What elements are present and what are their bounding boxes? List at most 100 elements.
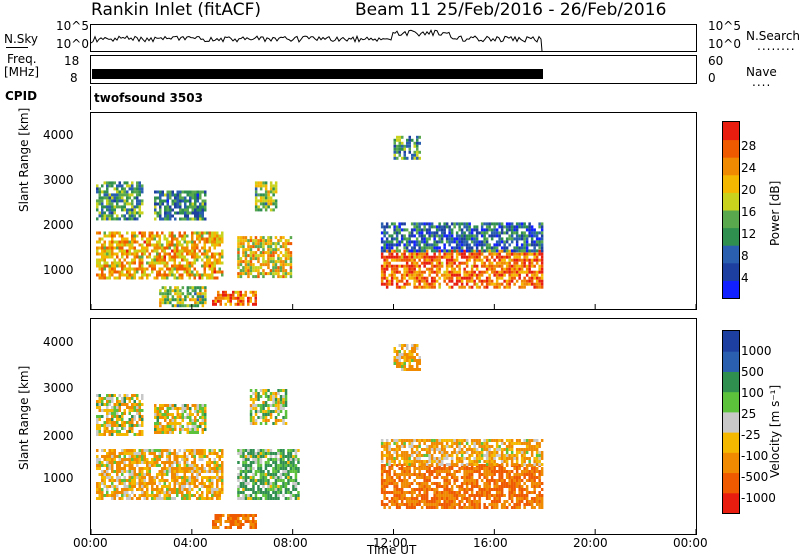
vel-svg-cell [252, 473, 255, 476]
power-svg-cell [381, 253, 384, 256]
vel-svg-cell [476, 479, 479, 482]
vel-svg-cell [121, 467, 124, 470]
power-svg-cell [124, 214, 127, 217]
power-svg-cell [471, 271, 474, 274]
power-svg-cell [516, 271, 519, 274]
vel-svg-cell [114, 406, 117, 409]
power-svg-cell [436, 256, 439, 259]
vel-svg-cell [196, 449, 199, 452]
vel-svg-cell [134, 461, 137, 464]
power-svg-cell [451, 274, 454, 277]
vel-svg-cell [381, 473, 384, 476]
power-svg-cell [141, 238, 144, 241]
power-svg-cell [237, 297, 240, 300]
power-svg-cell [396, 259, 399, 262]
power-svg-cell [383, 283, 386, 286]
vel-svg-cell [473, 479, 476, 482]
power-svg-cell [265, 199, 268, 202]
vel-svg-cell [523, 488, 526, 491]
vel-svg-cell [408, 457, 411, 460]
vel-svg-cell [215, 514, 218, 517]
power-svg-cell [488, 277, 491, 280]
vel-svg-cell [114, 430, 117, 433]
power-svg-cell [194, 200, 197, 203]
power-svg-cell [172, 191, 175, 194]
power-svg-cell [131, 187, 134, 190]
power-svg-cell [184, 295, 187, 298]
vel-svg-cell [518, 497, 521, 500]
power-svg-cell [528, 234, 531, 237]
power-svg-cell [109, 241, 112, 244]
vel-svg-cell [96, 488, 99, 491]
power-svg-cell [461, 234, 464, 237]
vel-svg-cell [126, 406, 129, 409]
vel-svg-cell [416, 448, 419, 451]
power-svg-cell [483, 234, 486, 237]
vel-svg-cell [451, 497, 454, 500]
power-svg-cell [171, 250, 174, 253]
power-svg-cell [428, 283, 431, 286]
vel-svg-cell [526, 479, 529, 482]
vel-svg-cell [406, 451, 409, 454]
vel-svg-cell [538, 482, 541, 485]
power-svg-cell [215, 300, 218, 303]
power-svg-cell [413, 259, 416, 262]
vel-svg-cell [262, 473, 265, 476]
vel-svg-cell [508, 476, 511, 479]
vel-svg-cell [541, 497, 544, 500]
vel-svg-cell [541, 482, 544, 485]
vel-svg-cell [257, 452, 260, 455]
power-svg-cell [528, 265, 531, 268]
vel-svg-cell [131, 458, 134, 461]
vel-svg-cell [403, 476, 406, 479]
power-svg-cell [159, 197, 162, 200]
vel-svg-cell [141, 418, 144, 421]
power-svg-cell [468, 228, 471, 231]
power-svg-cell [171, 235, 174, 238]
power-svg-cell [386, 283, 389, 286]
power-svg-cell [528, 243, 531, 246]
vel-svg-cell [471, 500, 474, 503]
vel-svg-cell [280, 461, 283, 464]
vel-svg-cell [536, 497, 539, 500]
vel-svg-cell [386, 482, 389, 485]
vel-svg-cell [386, 445, 389, 448]
vel-svg-cell [388, 454, 391, 457]
power-svg-cell [396, 256, 399, 259]
vel-svg-cell [146, 470, 149, 473]
vel-svg-cell [202, 419, 205, 422]
power-svg-cell [421, 274, 424, 277]
vel-svg-cell [104, 421, 107, 424]
vel-svg-cell [116, 467, 119, 470]
vel-svg-cell [252, 520, 255, 523]
vel-svg-cell [237, 473, 240, 476]
power-svg-cell [250, 269, 253, 272]
power-svg-cell [116, 199, 119, 202]
vel-svg-cell [426, 485, 429, 488]
vel-svg-cell [134, 394, 137, 397]
power-svg-cell [496, 256, 499, 259]
power-svg-cell [214, 253, 217, 256]
power-svg-cell [104, 241, 107, 244]
vel-svg-cell [101, 424, 104, 427]
power-svg-cell [508, 250, 511, 253]
power-svg-cell [199, 277, 202, 280]
vel-svg-cell [401, 473, 404, 476]
vel-svg-cell [421, 448, 424, 451]
vel-svg-cell [386, 485, 389, 488]
vel-svg-cell [260, 452, 263, 455]
power-svg-cell [114, 271, 117, 274]
power-svg-cell [451, 250, 454, 253]
power-svg-cell [161, 232, 164, 235]
vel-svg-cell [184, 455, 187, 458]
vel-svg-cell [194, 467, 197, 470]
power-svg-cell [176, 238, 179, 241]
power-svg-cell [199, 209, 202, 212]
vel-svg-cell [124, 424, 127, 427]
power-svg-cell [99, 268, 102, 271]
power-svg-cell [204, 289, 207, 292]
power-svg-cell [290, 263, 293, 266]
power-svg-cell [206, 241, 209, 244]
vel-svg-cell [109, 403, 112, 406]
vel-svg-cell [511, 497, 514, 500]
